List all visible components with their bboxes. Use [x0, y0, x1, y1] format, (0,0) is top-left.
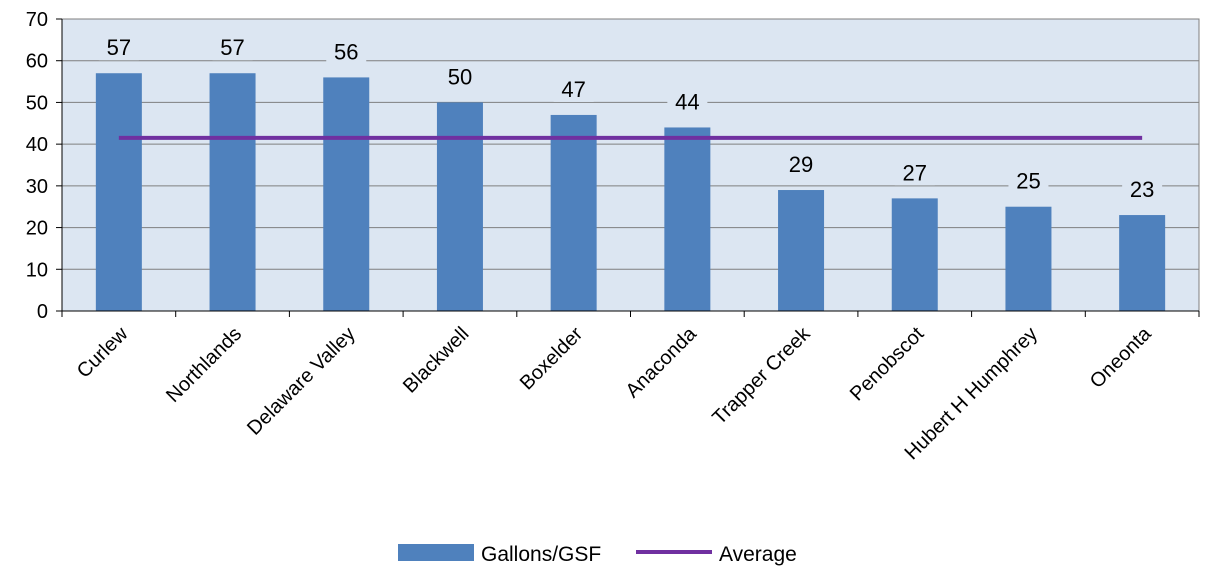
- y-axis: 0 10 20 30 40 50 60 70: [26, 9, 63, 323]
- data-label-background: [212, 34, 253, 61]
- data-label: 50: [448, 64, 472, 89]
- x-tick-label: Anaconda: [622, 322, 702, 402]
- x-tick-label: Curlew: [73, 323, 133, 383]
- x-tick-label: Northlands: [162, 323, 246, 407]
- data-label-background: [1008, 167, 1049, 194]
- bar: [664, 127, 711, 311]
- bar: [891, 198, 938, 311]
- y-tick-label: 30: [26, 176, 48, 198]
- data-label: 57: [107, 35, 131, 60]
- y-tick-label: 40: [26, 134, 48, 156]
- data-label: 57: [220, 35, 244, 60]
- data-label-background: [98, 34, 139, 61]
- y-tick-label: 0: [37, 301, 48, 323]
- bar: [778, 190, 825, 311]
- bar: [1119, 215, 1166, 311]
- data-label: 25: [1016, 169, 1040, 194]
- x-tick-label: Penobscot: [846, 323, 929, 406]
- bar: [550, 114, 597, 311]
- x-tick-label: Blackwell: [399, 323, 474, 398]
- x-tick-label: Trapper Creek: [708, 322, 815, 429]
- data-label: 44: [675, 89, 699, 114]
- legend-swatch-bar: [398, 544, 474, 561]
- data-label: 27: [903, 160, 927, 185]
- data-label-background: [553, 75, 594, 102]
- data-label: 56: [334, 39, 358, 64]
- x-tick-label: Boxelder: [516, 323, 588, 395]
- x-tick-label: Delaware Valley: [243, 323, 360, 440]
- y-tick-label: 70: [26, 9, 48, 31]
- legend: Gallons/GSF Average: [398, 543, 797, 566]
- legend-label-bar: Gallons/GSF: [481, 543, 601, 566]
- data-label-background: [781, 151, 822, 178]
- data-label: 23: [1130, 177, 1154, 202]
- y-tick-label: 10: [26, 259, 48, 281]
- bar: [323, 77, 370, 312]
- bar: [436, 102, 483, 311]
- bar: [1005, 206, 1052, 311]
- data-label: 47: [561, 77, 585, 102]
- bar: [95, 73, 142, 311]
- y-tick-label: 60: [26, 51, 48, 73]
- data-label-background: [894, 159, 935, 186]
- data-label-background: [667, 88, 708, 115]
- data-labels: 57 57 56 50 47 44 29 27 25 23: [98, 34, 1163, 203]
- x-tick-label: Oneonta: [1086, 322, 1156, 392]
- legend-label-line: Average: [719, 543, 797, 566]
- data-label-background: [439, 63, 480, 90]
- y-tick-label: 50: [26, 92, 48, 114]
- data-label-background: [326, 38, 367, 65]
- y-tick-label: 20: [26, 218, 48, 240]
- data-label: 29: [789, 152, 813, 177]
- bar: [209, 73, 256, 311]
- data-label-background: [1122, 176, 1163, 203]
